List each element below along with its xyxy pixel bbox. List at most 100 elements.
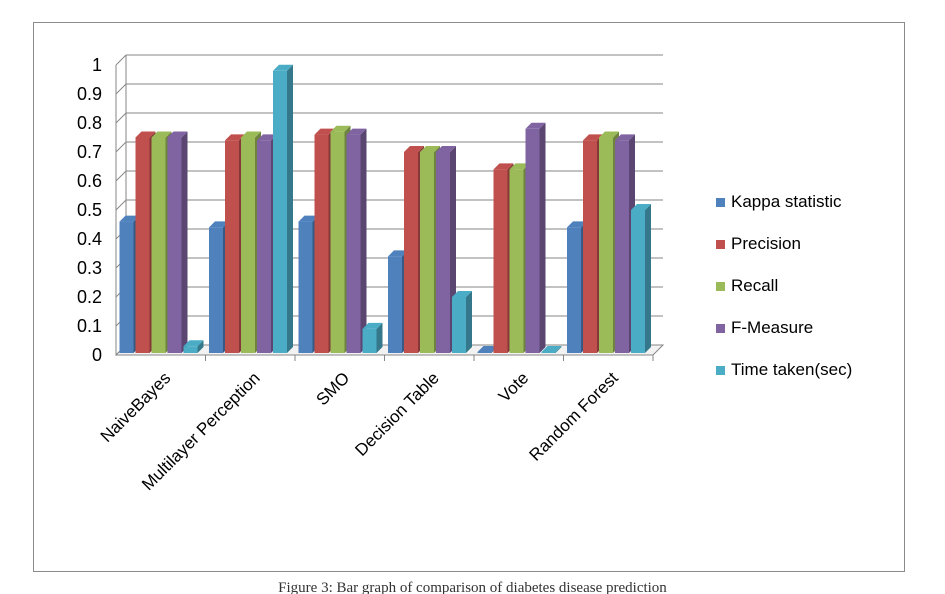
bar <box>525 122 546 353</box>
legend-label: Time taken(sec) <box>731 360 852 379</box>
bar-top <box>225 134 245 141</box>
y-tick-label: 1 <box>92 55 102 75</box>
y-tick-label: 0.9 <box>77 84 102 104</box>
bar-side <box>645 204 651 353</box>
bar-front <box>420 152 434 353</box>
bar-top <box>346 128 367 135</box>
bar <box>183 340 204 353</box>
bar-front <box>477 352 492 353</box>
bar-top <box>119 215 140 222</box>
bar-front <box>631 210 645 353</box>
bar-top <box>477 346 498 352</box>
bar-top <box>362 322 383 329</box>
bar-front <box>167 137 182 353</box>
bar <box>541 346 562 353</box>
bar-top <box>567 221 587 228</box>
legend-label: Kappa statistic <box>731 192 842 211</box>
figure-caption: Figure 3: Bar graph of comparison of dia… <box>278 580 667 594</box>
bar-front <box>330 131 345 353</box>
legend-swatch <box>716 198 725 207</box>
bar-side <box>555 346 562 353</box>
bar-top <box>135 131 156 138</box>
bar-top <box>631 204 651 210</box>
bar-front <box>541 352 556 353</box>
bar-top <box>330 125 351 132</box>
legend-label: Precision <box>731 234 801 253</box>
bar-front <box>615 140 629 353</box>
bar-top <box>436 146 456 152</box>
bar-top <box>183 340 204 347</box>
bar-front <box>209 227 223 353</box>
bar-top <box>257 134 277 141</box>
x-tick-label: Vote <box>495 368 533 406</box>
x-tick-label: NaiveBayes <box>97 368 175 446</box>
legend-swatch <box>716 324 725 333</box>
bar <box>167 131 188 353</box>
y-tick-label: 0.2 <box>77 287 102 307</box>
bar-top <box>298 215 319 222</box>
y-tick-label: 0.8 <box>77 113 102 133</box>
gridline-side <box>115 54 127 66</box>
bar-top <box>420 146 440 152</box>
y-tick-label: 0.3 <box>77 258 102 278</box>
bar-top <box>209 221 229 228</box>
bar-front <box>298 221 313 353</box>
gridline-side <box>115 112 127 124</box>
bar-top <box>241 131 261 138</box>
bar-top <box>388 250 408 257</box>
x-tick-label: SMO <box>312 368 353 409</box>
bar-front <box>509 169 524 353</box>
bar-side <box>376 322 383 353</box>
bar-front <box>452 297 466 353</box>
x-tick-label: Random Forest <box>526 368 622 464</box>
bar-top <box>615 134 635 141</box>
bar-front <box>151 137 166 353</box>
bar-top <box>541 346 562 352</box>
bar-front <box>362 328 377 353</box>
bar-front <box>225 140 239 353</box>
bar <box>273 64 293 354</box>
bar-top <box>493 163 514 170</box>
bar-top <box>599 131 619 138</box>
bar-side <box>360 128 367 353</box>
bar-top <box>151 131 172 138</box>
bar-front <box>314 134 329 353</box>
bar-front <box>241 137 255 353</box>
bar-front <box>583 140 597 353</box>
y-tick-label: 0.6 <box>77 171 102 191</box>
bar <box>631 204 651 353</box>
legend-label: F-Measure <box>731 318 813 337</box>
bar-front <box>183 346 198 353</box>
bar-top <box>452 291 472 297</box>
bar-front <box>404 152 418 353</box>
y-tick-label: 0 <box>92 345 102 365</box>
bar-top <box>525 122 546 129</box>
bar <box>452 291 472 353</box>
legend-swatch <box>716 366 725 375</box>
bar-top <box>583 134 603 141</box>
bar-front <box>525 128 540 353</box>
bar-side <box>197 340 204 353</box>
bar-front <box>119 221 134 353</box>
bar-top <box>273 64 293 71</box>
y-tick-label: 0.4 <box>77 229 102 249</box>
bar-top <box>167 131 188 138</box>
bar-side <box>181 131 188 353</box>
bar <box>362 322 383 353</box>
y-tick-label: 0.1 <box>77 316 102 336</box>
bar-front <box>346 134 361 353</box>
bar-front <box>135 137 150 353</box>
bar-top <box>404 146 424 152</box>
gridline-side <box>115 199 127 211</box>
bar-top <box>509 163 530 170</box>
bar-side <box>539 122 546 353</box>
gridline-side <box>115 83 127 95</box>
bar-side <box>466 291 472 353</box>
bar-chart: 00.10.20.30.40.50.60.70.80.91NaiveBayesM… <box>77 54 852 494</box>
chart-frame: 0 0.1 0.2 0.3 0.4 0.5 0.6 0.7 0.8 0.9 1 NaiveBayes M… <box>33 22 905 572</box>
bar-front <box>273 70 287 354</box>
bar-top <box>314 128 335 135</box>
bar-front <box>388 256 402 353</box>
bar <box>346 128 367 353</box>
bar-front <box>493 169 508 353</box>
